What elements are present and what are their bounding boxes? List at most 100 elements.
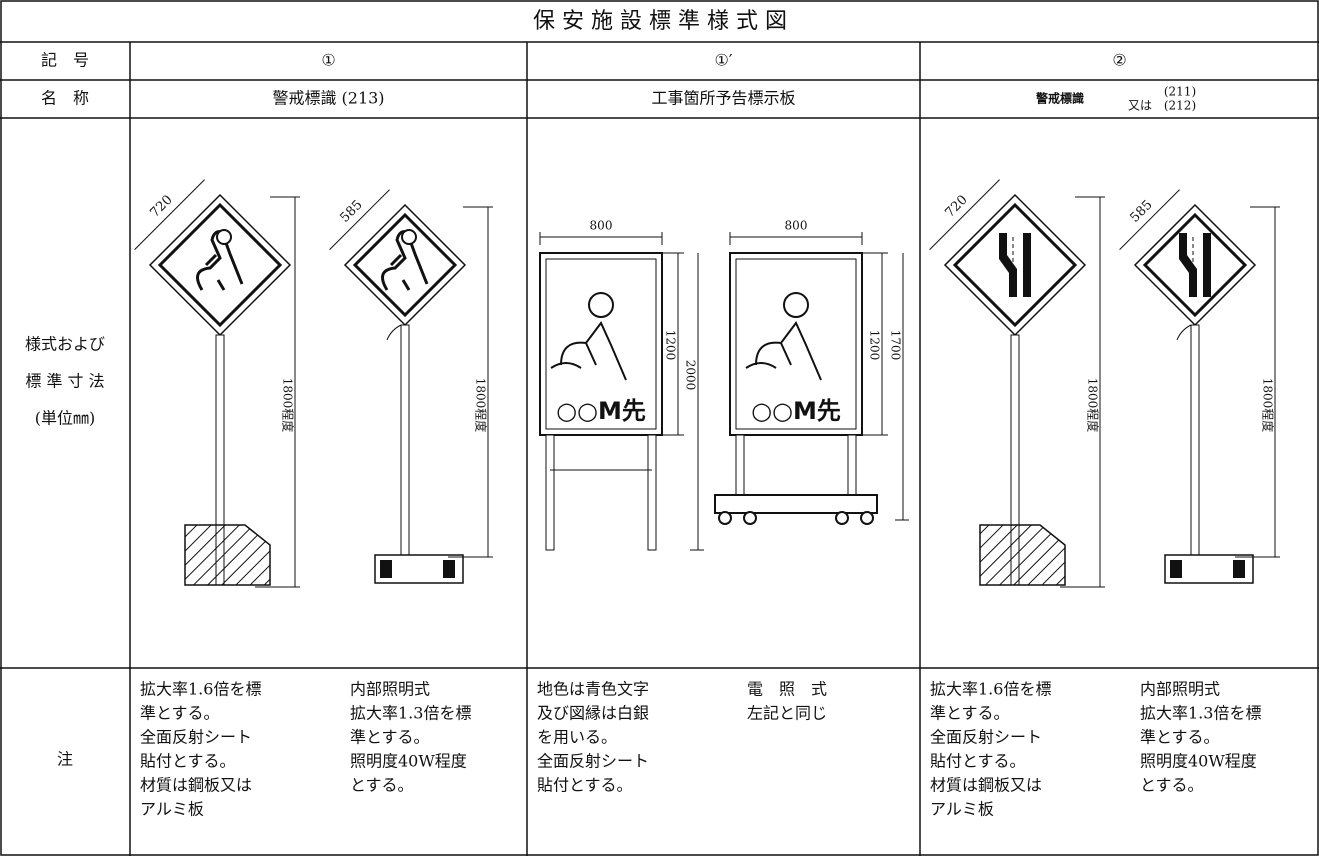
sign-outer (1133, 203, 1257, 327)
sign-outer (343, 203, 467, 327)
pole (735, 434, 745, 496)
sign-name: 又は (1128, 99, 1152, 113)
pictogram (999, 233, 1031, 297)
row-label: 名 称 (41, 89, 89, 108)
cord (1176, 324, 1192, 341)
note: 全面反射シート (930, 728, 1042, 747)
pictogram (401, 229, 417, 245)
note: 全面反射シート (537, 752, 649, 771)
dimension: 1200 (868, 330, 882, 361)
sign-outer (148, 193, 292, 337)
line (329, 189, 390, 250)
sign-name: 工事箇所予告標示板 (651, 89, 795, 108)
dimension: 1800程度 (1261, 378, 1276, 433)
base-mark (1233, 560, 1245, 578)
base-mark (1170, 560, 1182, 578)
dimension: 585 (338, 198, 366, 226)
pole (400, 324, 410, 556)
note: 内部照明式 (350, 680, 430, 699)
sign-inner (352, 212, 458, 318)
row-label: 様式および (25, 335, 105, 354)
note: 全面反射シート (140, 728, 252, 747)
sign-inner (157, 202, 283, 328)
board (539, 252, 663, 436)
pole (847, 434, 857, 496)
cart (714, 494, 878, 514)
sign-name: (212) (1164, 99, 1196, 113)
note: アルミ板 (140, 800, 204, 819)
base-mark (443, 560, 455, 578)
dimension: 2000 (684, 360, 698, 391)
dimension: 1800程度 (281, 378, 296, 433)
note: アルミ板 (930, 800, 994, 819)
note: 拡大率1.3倍を標 (1140, 704, 1261, 723)
note: 準とする。 (140, 704, 220, 723)
base (184, 524, 271, 586)
sign-name: 警戒標識 (1035, 91, 1084, 106)
pictogram (550, 321, 627, 381)
row-label: 標 準 寸 法 (25, 372, 104, 391)
sign-outer (943, 193, 1087, 337)
pictogram (745, 321, 822, 381)
leg (647, 434, 657, 551)
leg (545, 434, 555, 551)
note: 電 照 式 (747, 680, 827, 699)
dimension: 800 (590, 219, 613, 233)
line (134, 179, 205, 250)
pictogram (216, 229, 232, 245)
sign-figure (148, 193, 292, 586)
symbol: ② (1112, 51, 1126, 70)
pole (1190, 324, 1200, 556)
cord (386, 324, 402, 341)
board-figure (714, 252, 878, 525)
note: 及び図縁は白銀 (537, 704, 649, 723)
dimension: 800 (785, 219, 808, 233)
note: 拡大率1.6倍を標 (930, 680, 1051, 699)
base (979, 524, 1066, 586)
dimension: 720 (943, 193, 971, 221)
note: 地色は青色文字 (537, 680, 649, 699)
dimension: 720 (148, 193, 176, 221)
note: 貼付とする。 (930, 752, 1026, 771)
note: 拡大率1.3倍を標 (350, 704, 471, 723)
sign-inner (952, 202, 1078, 328)
note: 貼付とする。 (140, 752, 236, 771)
wheel (835, 511, 849, 525)
sign-name: (211) (1164, 85, 1196, 99)
dimension: 1700 (889, 330, 903, 361)
wheel (743, 511, 757, 525)
note: 準とする。 (930, 704, 1010, 723)
dimension: 1200 (664, 330, 678, 361)
note: とする。 (1140, 776, 1204, 795)
base-mark (380, 560, 392, 578)
note: 準とする。 (1140, 728, 1220, 747)
line (1119, 189, 1180, 250)
pictogram (588, 292, 614, 318)
note: 準とする。 (350, 728, 430, 747)
note: を用いる。 (537, 728, 617, 747)
note: 材質は鋼板又は (140, 776, 252, 795)
title: 保 安 施 設 標 準 様 式 図 (533, 9, 787, 34)
board-label: ○○M先 (751, 397, 841, 425)
note: 照明度40W程度 (1140, 752, 1257, 771)
sign-inner (1142, 212, 1248, 318)
symbol: ①′ (715, 51, 733, 70)
board-label: ○○M先 (556, 397, 646, 425)
note: 貼付とする。 (537, 776, 633, 795)
sign-figure (1133, 203, 1257, 584)
note: とする。 (350, 776, 414, 795)
wheel (718, 511, 732, 525)
sign-name: 警戒標識 (213) (272, 89, 384, 108)
symbol: ① (321, 51, 335, 70)
board-inner (735, 258, 857, 430)
note: 材質は鋼板又は (930, 776, 1042, 795)
note: 照明度40W程度 (350, 752, 467, 771)
row-label: (単位㎜) (35, 409, 96, 428)
line (929, 179, 1000, 250)
board (729, 252, 863, 436)
board-inner (545, 258, 657, 430)
dimension: 585 (1128, 198, 1156, 226)
note: 左記と同じ (747, 704, 827, 723)
